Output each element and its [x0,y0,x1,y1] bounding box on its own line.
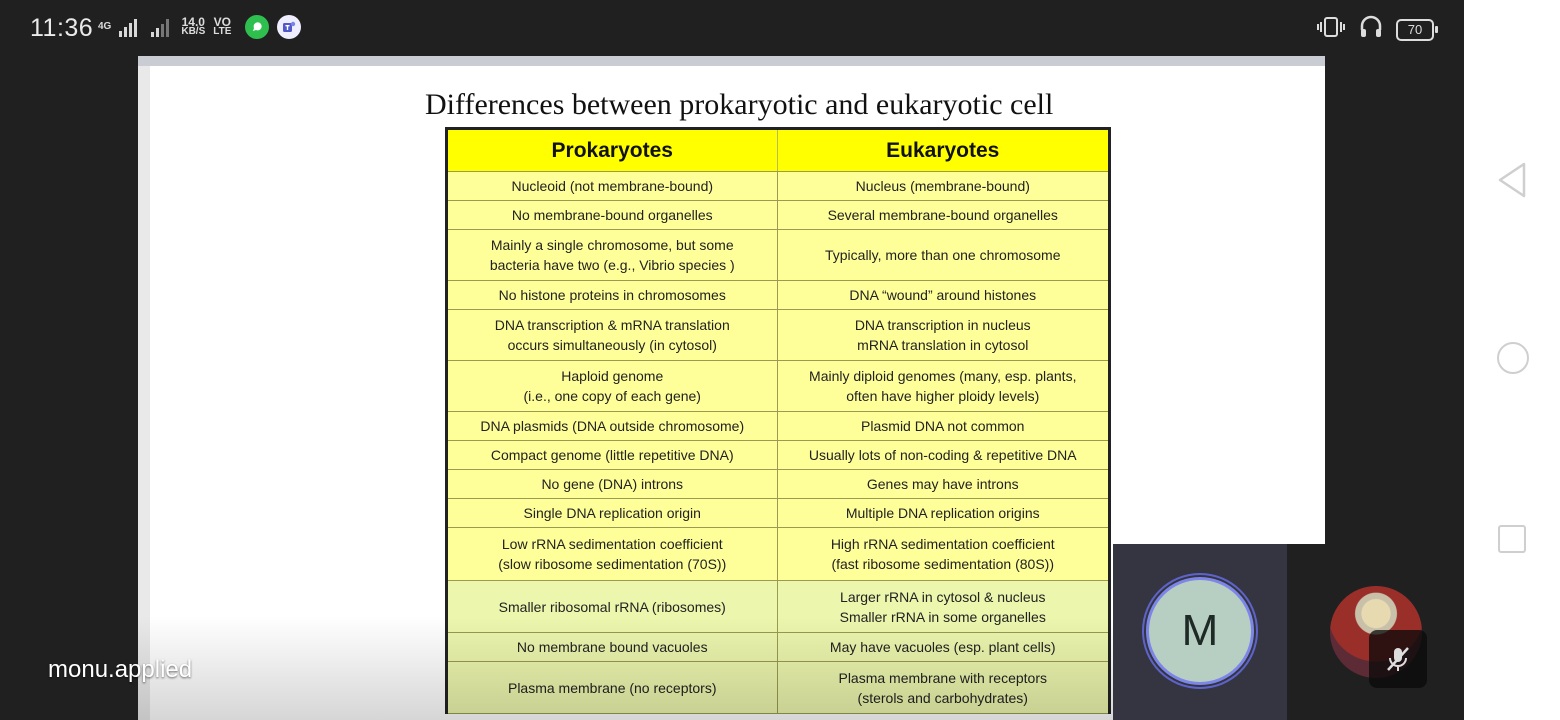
teams-icon [277,15,302,39]
back-icon[interactable] [1496,162,1528,203]
table-cell: Typically, more than one chromosome [777,229,1108,281]
table-cell: No gene (DNA) introns [448,469,778,499]
table-cell: No histone proteins in chromosomes [448,280,778,310]
status-right: 70 [1316,14,1438,45]
table-cell: Several membrane-bound organelles [777,200,1108,230]
battery-icon: 70 [1396,18,1438,41]
data-speed: 14.0 KB/S [181,15,206,37]
mic-muted-icon [1369,630,1427,688]
table-row: Nucleoid (not membrane-bound) Nucleus (me… [448,171,1108,201]
table-row: Haploid genome (i.e., one copy of each g… [448,360,1108,412]
table-row: DNA plasmids (DNA outside chromosome) Pla… [448,411,1108,441]
table-row: No gene (DNA) introns Genes may have intr… [448,469,1108,499]
slide-title: Differences between prokaryotic and euka… [425,88,1054,121]
comparison-table: Prokaryotes Eukaryotes Nucleoid (not mem… [448,130,1108,714]
table-cell: Nucleoid (not membrane-bound) [448,171,778,201]
table-cell: High rRNA sedimentation coefficient (fas… [777,527,1108,581]
self-video-tile[interactable]: M [1113,544,1287,720]
table-row: Mainly a single chromosome, but some bac… [448,229,1108,281]
table-cell: Plasma membrane (no receptors) [448,661,778,714]
shared-screen: Differences between prokaryotic and euka… [138,56,1325,720]
table-row: No membrane-bound organelles Several memb… [448,200,1108,230]
avatar-initial: M [1181,606,1219,655]
comparison-table-frame: Prokaryotes Eukaryotes Nucleoid (not mem… [445,127,1111,714]
participant-video-tile[interactable] [1287,544,1464,720]
table-row: Compact genome (little repetitive DNA) Us… [448,440,1108,470]
presenter-name: monu.applied [48,656,193,683]
table-row: DNA transcription & mRNA translation occ… [448,309,1108,361]
volte-top: VO [213,15,231,29]
table-row: No membrane bound vacuoles May have vacuo… [448,632,1108,662]
table-cell: Nucleus (membrane-bound) [777,171,1108,201]
volte-indicator: VO LTE [213,15,232,37]
table-cell: Plasma membrane with receptors (sterols … [777,661,1108,714]
battery-level: 70 [1407,22,1423,37]
table-cell: Plasmid DNA not common [777,411,1108,441]
column-header-prokaryotes: Prokaryotes [448,130,778,172]
headset-icon [1358,14,1384,45]
presentation-slide: Differences between prokaryotic and euka… [150,66,1325,720]
network-type-label: 4G [98,21,112,32]
avatar: M [1146,577,1254,685]
recents-icon[interactable] [1498,525,1526,553]
table-cell: No membrane bound vacuoles [448,632,778,662]
table-cell: DNA plasmids (DNA outside chromosome) [448,411,778,441]
table-cell: Compact genome (little repetitive DNA) [448,440,778,470]
column-header-eukaryotes: Eukaryotes [777,130,1108,172]
status-bar: 11:36 4G 14.0 KB/S VO LTE [0,0,1464,56]
table-row: Low rRNA sedimentation coefficient (slow… [448,527,1108,581]
network-indicators: 4G 14.0 KB/S VO LTE [98,15,302,39]
table-header-row: Prokaryotes Eukaryotes [448,130,1108,172]
signal-2-icon [151,17,170,37]
table-cell: Low rRNA sedimentation coefficient (slow… [448,527,778,581]
signal-icon [119,17,138,37]
table-cell: DNA transcription in nucleus mRNA transl… [777,309,1108,361]
table-cell: Mainly a single chromosome, but some bac… [448,229,778,281]
network-type: 4G [98,22,111,32]
slide-top-border [138,56,1325,66]
table-row: No histone proteins in chromosomes DNA “w… [448,280,1108,310]
table-cell: DNA transcription & mRNA translation occ… [448,309,778,361]
table-cell: Usually lots of non-coding & repetitive … [777,440,1108,470]
table-cell: May have vacuoles (esp. plant cells) [777,632,1108,662]
whatsapp-icon [245,15,270,39]
table-row: Single DNA replication origin Multiple DN… [448,498,1108,528]
table-cell: DNA “wound” around histones [777,280,1108,310]
table-cell: Multiple DNA replication origins [777,498,1108,528]
table-cell: Larger rRNA in cytosol & nucleus Smaller… [777,580,1108,633]
table-cell: Mainly diploid genomes (many, esp. plant… [777,360,1108,412]
table-cell: Smaller ribosomal rRNA (ribosomes) [448,580,778,633]
table-cell: No membrane-bound organelles [448,200,778,230]
status-time: 11:36 [30,14,94,42]
vibrate-icon [1316,16,1346,43]
table-row: Plasma membrane (no receptors) Plasma mem… [448,661,1108,714]
table-cell: Single DNA replication origin [448,498,778,528]
volte-bottom: LTE [213,26,232,37]
navigation-bar [1464,0,1560,720]
table-row: Smaller ribosomal rRNA (ribosomes) Larger… [448,580,1108,633]
table-cell: Haploid genome (i.e., one copy of each g… [448,360,778,412]
table-cell: Genes may have introns [777,469,1108,499]
speed-unit: KB/S [181,26,206,37]
speed-value: 14.0 [181,15,205,29]
home-icon[interactable] [1497,342,1529,374]
